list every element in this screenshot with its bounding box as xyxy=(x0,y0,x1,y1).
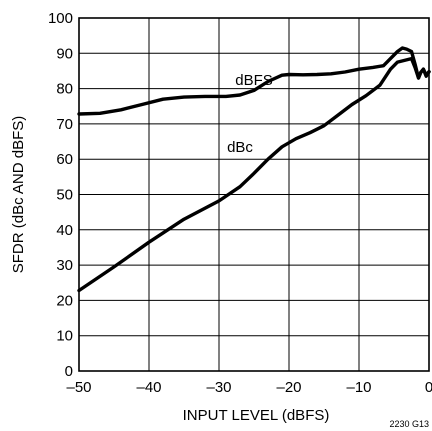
grid xyxy=(79,18,429,371)
y-tick-label: 40 xyxy=(56,222,73,239)
series-labels: dBFS dBc xyxy=(227,72,273,156)
x-axis-ticks: –50 –40 –30 –20 –10 0 xyxy=(66,379,432,396)
y-tick-label: 0 xyxy=(65,363,73,380)
x-tick-label: –40 xyxy=(136,379,161,396)
x-tick-label: 0 xyxy=(425,379,432,396)
y-axis-title: SFDR (dBc AND dBFS) xyxy=(10,116,27,274)
y-tick-label: 80 xyxy=(56,81,73,98)
y-tick-label: 10 xyxy=(56,328,73,345)
series-line-dbc xyxy=(77,56,431,293)
y-tick-label: 60 xyxy=(56,151,73,168)
x-axis-title: INPUT LEVEL (dBFS) xyxy=(183,407,330,424)
x-tick-label: –30 xyxy=(206,379,231,396)
x-tick-label: –50 xyxy=(66,379,91,396)
series-label-dbfs: dBFS xyxy=(235,72,273,89)
figure-id: 2230 G13 xyxy=(389,419,429,429)
x-tick-label: –20 xyxy=(276,379,301,396)
y-tick-label: 50 xyxy=(56,187,73,204)
x-tick-label: –10 xyxy=(346,379,371,396)
series-lines xyxy=(77,46,431,293)
series-label-dbc: dBc xyxy=(227,139,253,156)
y-tick-label: 90 xyxy=(56,45,73,62)
y-tick-label: 30 xyxy=(56,257,73,274)
y-tick-label: 100 xyxy=(48,10,73,27)
y-axis-ticks: 0 10 20 30 40 50 60 70 80 90 100 xyxy=(48,10,73,380)
y-tick-label: 20 xyxy=(56,292,73,309)
y-tick-label: 70 xyxy=(56,116,73,133)
plot-frame xyxy=(78,17,430,372)
